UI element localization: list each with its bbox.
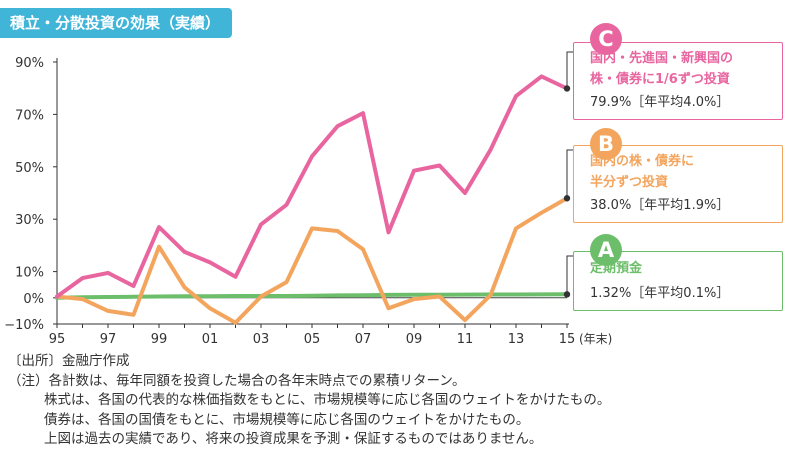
callout-b-value: 38.0%［年平均1.9%］ bbox=[590, 198, 730, 213]
connector-b bbox=[566, 149, 573, 199]
endpoint-dot-a bbox=[563, 291, 571, 298]
x-tick-label: 09 bbox=[406, 332, 423, 347]
x-tick-label: 03 bbox=[253, 332, 270, 347]
x-axis-unit: (年末) bbox=[579, 332, 612, 346]
x-tick-label: 11 bbox=[457, 332, 474, 347]
x-tick-label: 97 bbox=[100, 332, 117, 347]
y-tick-label: 70% bbox=[15, 108, 44, 123]
callout-b: 国内の株・債券に 半分ずつ投資 38.0%［年平均1.9%］ bbox=[573, 145, 783, 223]
x-tick-label: 01 bbox=[202, 332, 219, 347]
callout-c-value: 79.9%［年平均4.0%］ bbox=[590, 95, 730, 110]
note-bonds: 債券は、各国の国債をもとに、市場規模等に応じ各国のウェイトをかけたもの。 bbox=[44, 411, 530, 428]
callout-a-badge: A bbox=[590, 234, 622, 266]
note-disclaimer: 上図は過去の実績であり、将来の投資成果を予測・保証するものではありません。 bbox=[44, 431, 543, 447]
y-tick-label: 10% bbox=[15, 266, 44, 281]
y-tick-label: 0% bbox=[23, 292, 44, 307]
x-tick-label: 95 bbox=[49, 332, 66, 347]
callout-b-line1: 国内の株・債券に bbox=[590, 154, 695, 169]
endpoint-dot-b bbox=[563, 195, 571, 202]
callout-c-line1: 国内・先進国・新興国の bbox=[590, 51, 734, 66]
callout-b-line2: 半分ずつ投資 bbox=[590, 175, 669, 190]
y-tick-label: 50% bbox=[15, 161, 44, 176]
callout-a-value: 1.32%［年平均0.1%］ bbox=[590, 286, 730, 301]
series-line-b bbox=[55, 196, 569, 325]
callout-b-badge: B bbox=[590, 128, 622, 160]
note-source: 〔出所〕金融庁作成 bbox=[8, 353, 130, 369]
note-stocks: 株式は、各国の代表的な株価指数をもとに、市場規模等に応じ各国のウェイトをかけたも… bbox=[44, 392, 611, 408]
x-tick-label: 13 bbox=[508, 332, 525, 347]
connector-a bbox=[566, 255, 573, 295]
callout-c-line2: 株・債券に1/6ずつ投資 bbox=[590, 72, 730, 87]
x-tick-label: 07 bbox=[355, 332, 372, 347]
series-line-c bbox=[55, 74, 569, 299]
line-chart: 90% 70% 50% 30% 10% 0% −10% 95 97 99 01 03 05 07 09 11 1… bbox=[4, 51, 612, 347]
endpoint-dot-c bbox=[563, 85, 571, 92]
footnotes: 〔出所〕金融庁作成 （注）各計数は、毎年同額を投資した場合の各年末時点での累積リ… bbox=[8, 352, 610, 450]
y-tick-label: 90% bbox=[15, 56, 44, 71]
callout-c: 国内・先進国・新興国の 株・債券に1/6ずつ投資 79.9%［年平均4.0%］ bbox=[573, 42, 783, 120]
y-tick-label: 30% bbox=[15, 213, 44, 228]
callout-c-badge: C bbox=[590, 23, 622, 55]
chart-title: 積立・分散投資の効果（実績） bbox=[0, 8, 233, 38]
callout-a: 定期預金 1.32%［年平均0.1%］ bbox=[573, 251, 783, 311]
note-main: （注）各計数は、毎年同額を投資した場合の各年末時点での累積リターン。 bbox=[8, 372, 466, 389]
x-tick-label: 05 bbox=[304, 332, 321, 347]
connector-c bbox=[566, 51, 573, 89]
x-tick-label: 15 bbox=[559, 332, 576, 347]
y-tick-label: −10% bbox=[4, 318, 44, 333]
x-tick-label: 99 bbox=[151, 332, 168, 347]
